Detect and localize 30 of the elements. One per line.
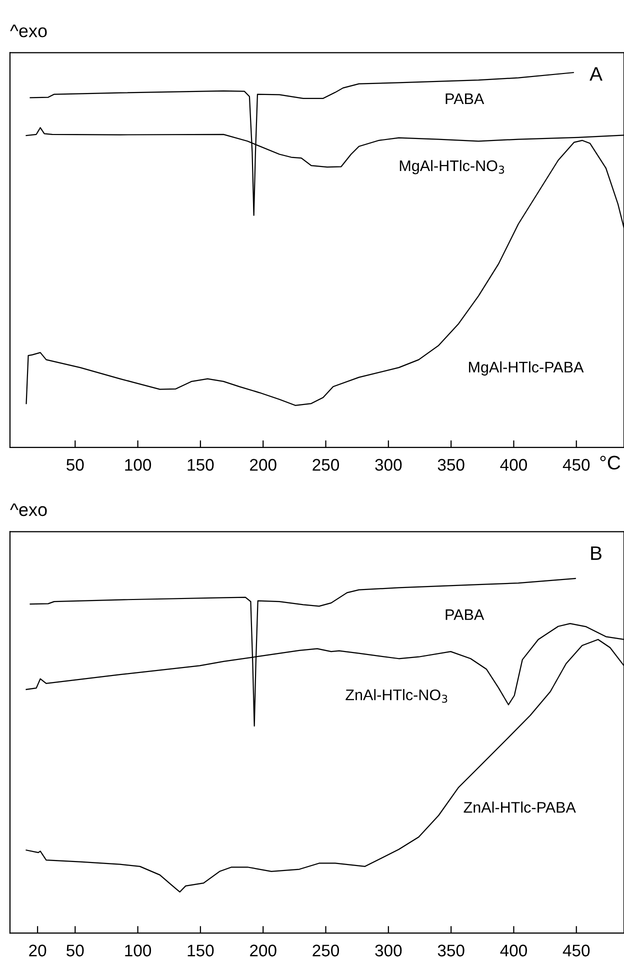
x-tick-label: 50: [66, 944, 84, 956]
series-label: PABA: [446, 609, 484, 620]
x-tick-label: 200: [250, 458, 276, 471]
series-label: MgAl-HTlc-NO$_{3}$: [400, 160, 504, 174]
x-tick-label: 150: [188, 944, 214, 956]
x-tick-label: 100: [125, 458, 152, 471]
x-tick-label: 50: [66, 458, 84, 471]
x-tick-label: 300: [375, 944, 402, 956]
chart-title: A: [590, 67, 602, 81]
x-tick-label: 250: [312, 944, 340, 956]
x-tick-label: 350: [438, 458, 464, 471]
x-axis-title: °C: [600, 456, 620, 470]
x-tick-label: 350: [438, 944, 464, 956]
x-tick-label: 400: [500, 458, 527, 471]
text: ZnAl-HTlc-NO$_{3}$: [346, 689, 448, 703]
x-tick-label: 150: [188, 458, 214, 471]
text: MgAl-HTlc-PABA: [469, 361, 584, 376]
x-tick-label: 400: [500, 944, 527, 956]
series-label: ZnAl-HTlc-PABA: [464, 802, 576, 813]
x-tick-label: 450: [562, 944, 590, 956]
chart-title: B: [591, 546, 602, 560]
x-tick-label: 300: [375, 458, 402, 471]
x-tick-label: 100: [125, 944, 152, 956]
x-tick-label: 20: [29, 944, 46, 956]
x-tick-label: 250: [312, 458, 340, 471]
x-tick-label: 200: [250, 944, 276, 956]
series-label: PABA: [446, 93, 484, 104]
y-axis-title: ^exo: [10, 24, 47, 38]
x-tick-label: 450: [562, 458, 590, 471]
y-axis-title: ^exo: [10, 503, 47, 516]
